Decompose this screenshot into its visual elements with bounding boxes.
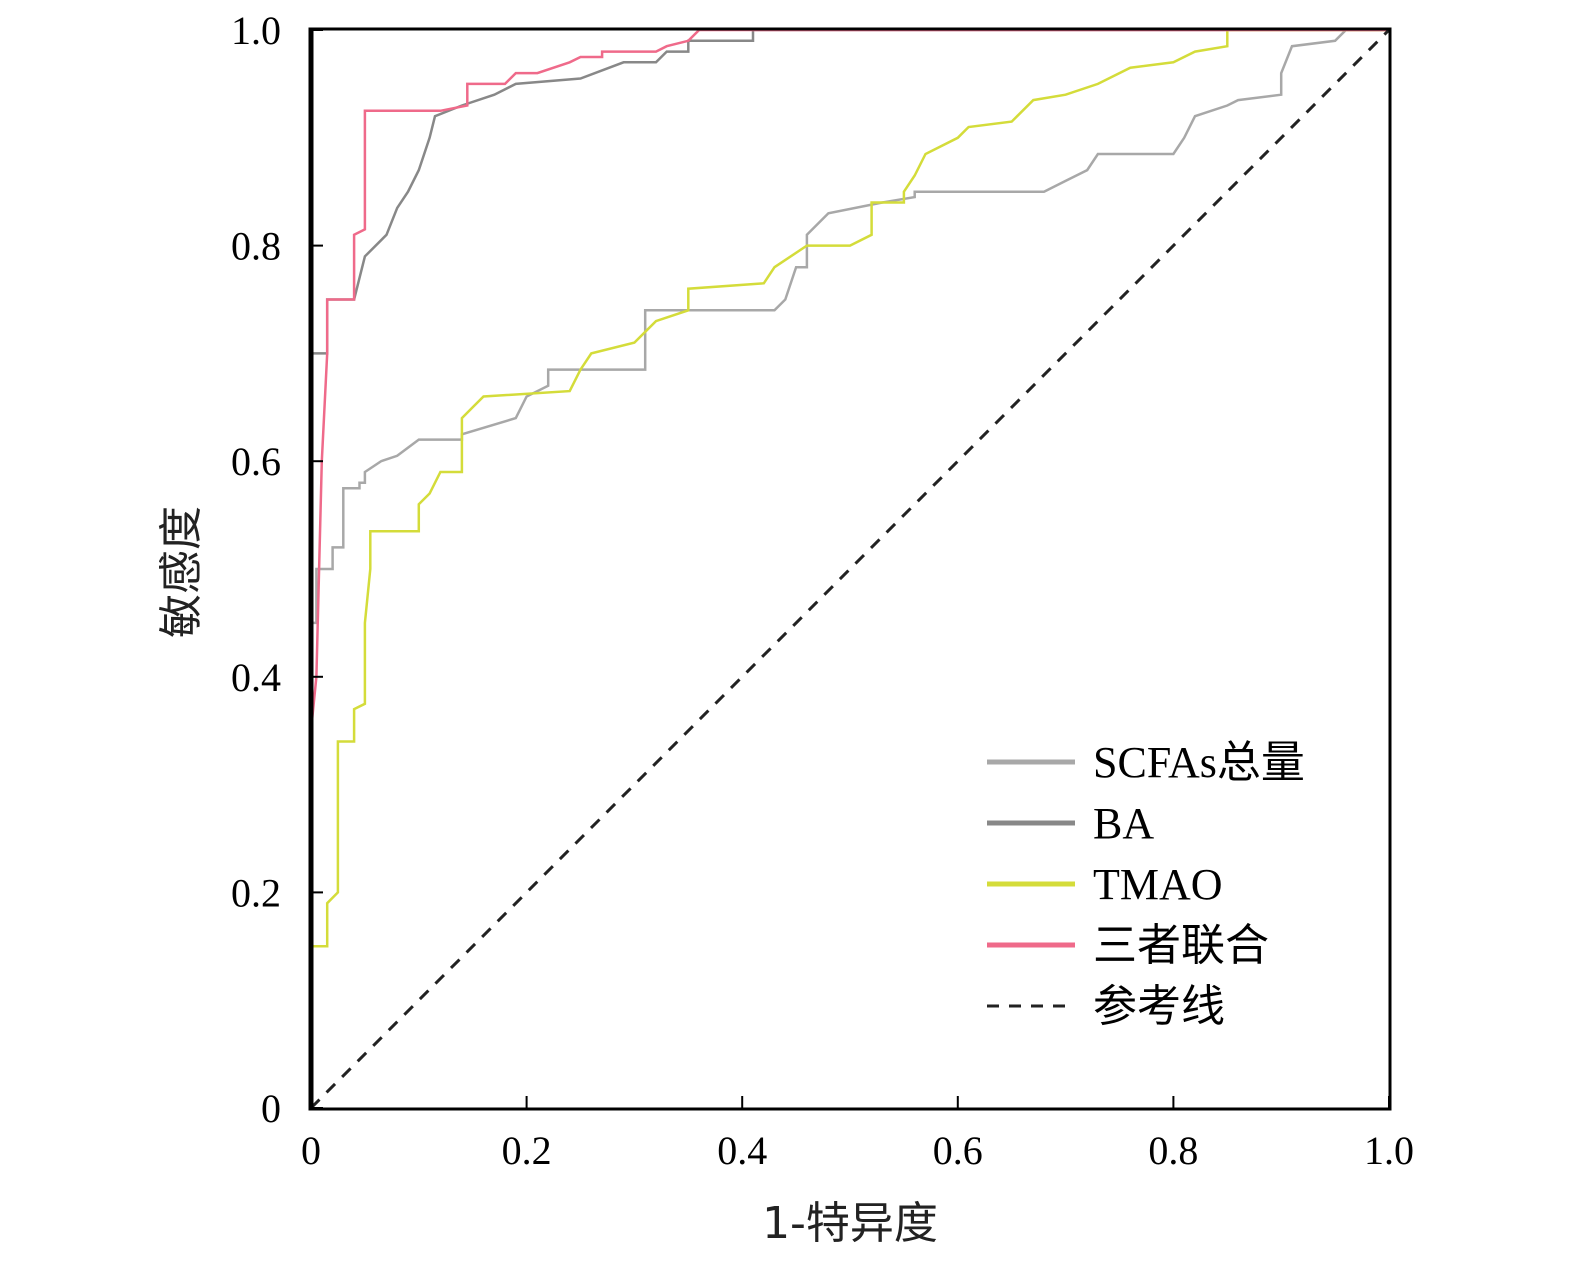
y-axis-title: 敏感度 xyxy=(156,506,207,638)
x-tick-label: 1.0 xyxy=(1364,1128,1414,1173)
x-tick-label: 0 xyxy=(301,1128,321,1173)
legend-label-4: 参考线 xyxy=(1093,982,1225,1031)
x-tick-label: 0.8 xyxy=(1148,1128,1198,1173)
y-tick-label: 0 xyxy=(261,1086,281,1131)
x-axis-title: 1-特异度 xyxy=(762,1198,938,1249)
x-tick-label: 0.6 xyxy=(933,1128,983,1173)
x-tick-label: 0.2 xyxy=(502,1128,552,1173)
y-tick-label: 0.6 xyxy=(231,439,281,484)
x-tick-label: 0.4 xyxy=(717,1128,767,1173)
y-tick-label: 0.8 xyxy=(231,224,281,269)
tick-layer: 0 0.2 0.4 0.6 0.8 1.0 0 0.2 0.4 0.6 0.8 1.0 xyxy=(231,8,1414,1173)
y-tick-label: 0.2 xyxy=(231,870,281,915)
legend-label-1: BA xyxy=(1093,799,1154,848)
series-line-2 xyxy=(309,28,1389,1108)
y-tick-label: 0.4 xyxy=(231,655,281,700)
series-line-0 xyxy=(309,28,1389,1108)
y-tick-label: 1.0 xyxy=(231,8,281,53)
legend-label-0: SCFAs总量 xyxy=(1093,738,1305,787)
series-layer xyxy=(309,28,1391,1110)
legend-label-3: 三者联合 xyxy=(1093,921,1269,970)
legend-label-2: TMAO xyxy=(1093,860,1223,909)
series-line-3 xyxy=(309,28,1389,1108)
